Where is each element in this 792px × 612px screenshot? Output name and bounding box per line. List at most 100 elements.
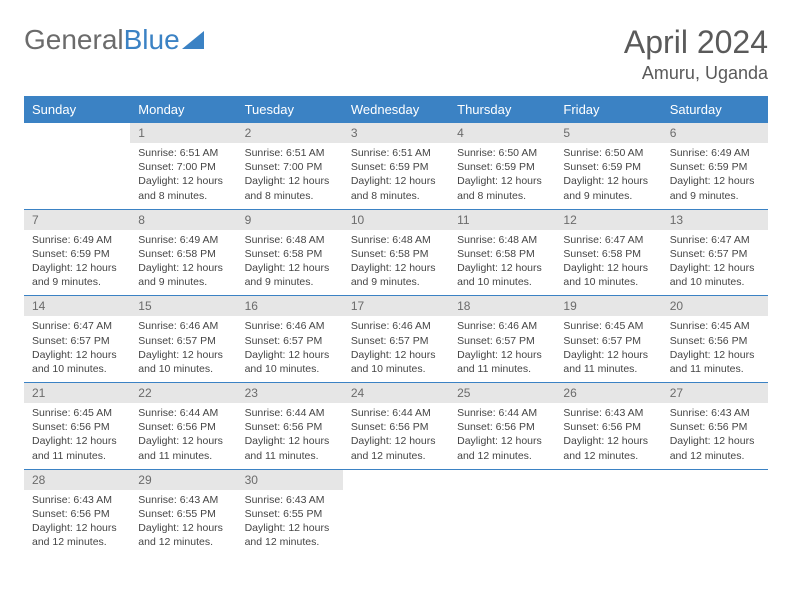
location-label: Amuru, Uganda: [624, 63, 768, 84]
day-number: 29: [130, 470, 236, 490]
day-number: 9: [237, 210, 343, 230]
weekday-header: Thursday: [449, 96, 555, 123]
day-details: Sunrise: 6:43 AMSunset: 6:55 PMDaylight:…: [130, 490, 236, 556]
calendar-cell: 4Sunrise: 6:50 AMSunset: 6:59 PMDaylight…: [449, 123, 555, 209]
page-header: GeneralBlue April 2024 Amuru, Uganda: [24, 24, 768, 84]
day-number: 26: [555, 383, 661, 403]
day-details: Sunrise: 6:46 AMSunset: 6:57 PMDaylight:…: [343, 316, 449, 382]
day-number: 12: [555, 210, 661, 230]
day-details: Sunrise: 6:45 AMSunset: 6:57 PMDaylight:…: [555, 316, 661, 382]
day-details: Sunrise: 6:44 AMSunset: 6:56 PMDaylight:…: [130, 403, 236, 469]
calendar-cell: 21Sunrise: 6:45 AMSunset: 6:56 PMDayligh…: [24, 383, 130, 470]
calendar-cell: [449, 469, 555, 555]
calendar-cell: 12Sunrise: 6:47 AMSunset: 6:58 PMDayligh…: [555, 209, 661, 296]
day-details: Sunrise: 6:47 AMSunset: 6:58 PMDaylight:…: [555, 230, 661, 296]
calendar-cell: [24, 123, 130, 209]
day-number: 25: [449, 383, 555, 403]
day-details: Sunrise: 6:44 AMSunset: 6:56 PMDaylight:…: [237, 403, 343, 469]
calendar-cell: 9Sunrise: 6:48 AMSunset: 6:58 PMDaylight…: [237, 209, 343, 296]
day-details: Sunrise: 6:44 AMSunset: 6:56 PMDaylight:…: [449, 403, 555, 469]
day-details: Sunrise: 6:51 AMSunset: 7:00 PMDaylight:…: [237, 143, 343, 209]
calendar-cell: 6Sunrise: 6:49 AMSunset: 6:59 PMDaylight…: [662, 123, 768, 209]
calendar-cell: 1Sunrise: 6:51 AMSunset: 7:00 PMDaylight…: [130, 123, 236, 209]
calendar-cell: 18Sunrise: 6:46 AMSunset: 6:57 PMDayligh…: [449, 296, 555, 383]
calendar-cell: 19Sunrise: 6:45 AMSunset: 6:57 PMDayligh…: [555, 296, 661, 383]
day-number: 21: [24, 383, 130, 403]
day-number: 11: [449, 210, 555, 230]
calendar-cell: 23Sunrise: 6:44 AMSunset: 6:56 PMDayligh…: [237, 383, 343, 470]
calendar-cell: 16Sunrise: 6:46 AMSunset: 6:57 PMDayligh…: [237, 296, 343, 383]
day-number: 5: [555, 123, 661, 143]
day-details: Sunrise: 6:49 AMSunset: 6:59 PMDaylight:…: [662, 143, 768, 209]
calendar-cell: 26Sunrise: 6:43 AMSunset: 6:56 PMDayligh…: [555, 383, 661, 470]
day-number: 6: [662, 123, 768, 143]
calendar-cell: [555, 469, 661, 555]
day-details: Sunrise: 6:48 AMSunset: 6:58 PMDaylight:…: [343, 230, 449, 296]
day-details: Sunrise: 6:47 AMSunset: 6:57 PMDaylight:…: [662, 230, 768, 296]
day-number: 3: [343, 123, 449, 143]
day-number: 28: [24, 470, 130, 490]
title-block: April 2024 Amuru, Uganda: [624, 24, 768, 84]
calendar-cell: 30Sunrise: 6:43 AMSunset: 6:55 PMDayligh…: [237, 469, 343, 555]
day-details: Sunrise: 6:51 AMSunset: 7:00 PMDaylight:…: [130, 143, 236, 209]
calendar-cell: 14Sunrise: 6:47 AMSunset: 6:57 PMDayligh…: [24, 296, 130, 383]
day-details: Sunrise: 6:48 AMSunset: 6:58 PMDaylight:…: [449, 230, 555, 296]
weekday-header: Sunday: [24, 96, 130, 123]
logo-word-1: General: [24, 24, 124, 56]
day-number: 20: [662, 296, 768, 316]
day-number: 14: [24, 296, 130, 316]
day-number: 23: [237, 383, 343, 403]
day-details: Sunrise: 6:45 AMSunset: 6:56 PMDaylight:…: [24, 403, 130, 469]
calendar-header-row: SundayMondayTuesdayWednesdayThursdayFrid…: [24, 96, 768, 123]
day-number: 16: [237, 296, 343, 316]
day-details: Sunrise: 6:49 AMSunset: 6:58 PMDaylight:…: [130, 230, 236, 296]
calendar-cell: 10Sunrise: 6:48 AMSunset: 6:58 PMDayligh…: [343, 209, 449, 296]
calendar-cell: [662, 469, 768, 555]
day-number: 15: [130, 296, 236, 316]
calendar-table: SundayMondayTuesdayWednesdayThursdayFrid…: [24, 96, 768, 555]
calendar-cell: 8Sunrise: 6:49 AMSunset: 6:58 PMDaylight…: [130, 209, 236, 296]
calendar-cell: 29Sunrise: 6:43 AMSunset: 6:55 PMDayligh…: [130, 469, 236, 555]
day-details: Sunrise: 6:47 AMSunset: 6:57 PMDaylight:…: [24, 316, 130, 382]
day-details: Sunrise: 6:46 AMSunset: 6:57 PMDaylight:…: [130, 316, 236, 382]
day-details: Sunrise: 6:44 AMSunset: 6:56 PMDaylight:…: [343, 403, 449, 469]
day-details: Sunrise: 6:46 AMSunset: 6:57 PMDaylight:…: [449, 316, 555, 382]
day-details: Sunrise: 6:48 AMSunset: 6:58 PMDaylight:…: [237, 230, 343, 296]
day-number: 7: [24, 210, 130, 230]
calendar-cell: 11Sunrise: 6:48 AMSunset: 6:58 PMDayligh…: [449, 209, 555, 296]
day-number: 18: [449, 296, 555, 316]
calendar-cell: 3Sunrise: 6:51 AMSunset: 6:59 PMDaylight…: [343, 123, 449, 209]
calendar-cell: 22Sunrise: 6:44 AMSunset: 6:56 PMDayligh…: [130, 383, 236, 470]
day-number: 24: [343, 383, 449, 403]
day-number: 19: [555, 296, 661, 316]
calendar-cell: 7Sunrise: 6:49 AMSunset: 6:59 PMDaylight…: [24, 209, 130, 296]
day-number: 22: [130, 383, 236, 403]
day-details: Sunrise: 6:45 AMSunset: 6:56 PMDaylight:…: [662, 316, 768, 382]
calendar-cell: 17Sunrise: 6:46 AMSunset: 6:57 PMDayligh…: [343, 296, 449, 383]
day-details: Sunrise: 6:43 AMSunset: 6:55 PMDaylight:…: [237, 490, 343, 556]
day-details: Sunrise: 6:43 AMSunset: 6:56 PMDaylight:…: [662, 403, 768, 469]
month-title: April 2024: [624, 24, 768, 61]
calendar-cell: 13Sunrise: 6:47 AMSunset: 6:57 PMDayligh…: [662, 209, 768, 296]
day-number: 1: [130, 123, 236, 143]
weekday-header: Saturday: [662, 96, 768, 123]
day-number: 30: [237, 470, 343, 490]
day-details: Sunrise: 6:43 AMSunset: 6:56 PMDaylight:…: [24, 490, 130, 556]
calendar-cell: 27Sunrise: 6:43 AMSunset: 6:56 PMDayligh…: [662, 383, 768, 470]
calendar-cell: 24Sunrise: 6:44 AMSunset: 6:56 PMDayligh…: [343, 383, 449, 470]
day-details: Sunrise: 6:49 AMSunset: 6:59 PMDaylight:…: [24, 230, 130, 296]
day-number: 17: [343, 296, 449, 316]
calendar-cell: 20Sunrise: 6:45 AMSunset: 6:56 PMDayligh…: [662, 296, 768, 383]
calendar-cell: [343, 469, 449, 555]
day-number: 27: [662, 383, 768, 403]
calendar-cell: 15Sunrise: 6:46 AMSunset: 6:57 PMDayligh…: [130, 296, 236, 383]
day-details: Sunrise: 6:50 AMSunset: 6:59 PMDaylight:…: [449, 143, 555, 209]
calendar-cell: 25Sunrise: 6:44 AMSunset: 6:56 PMDayligh…: [449, 383, 555, 470]
day-details: Sunrise: 6:43 AMSunset: 6:56 PMDaylight:…: [555, 403, 661, 469]
weekday-header: Wednesday: [343, 96, 449, 123]
logo: GeneralBlue: [24, 24, 204, 56]
weekday-header: Friday: [555, 96, 661, 123]
weekday-header: Tuesday: [237, 96, 343, 123]
day-details: Sunrise: 6:51 AMSunset: 6:59 PMDaylight:…: [343, 143, 449, 209]
day-number: 13: [662, 210, 768, 230]
